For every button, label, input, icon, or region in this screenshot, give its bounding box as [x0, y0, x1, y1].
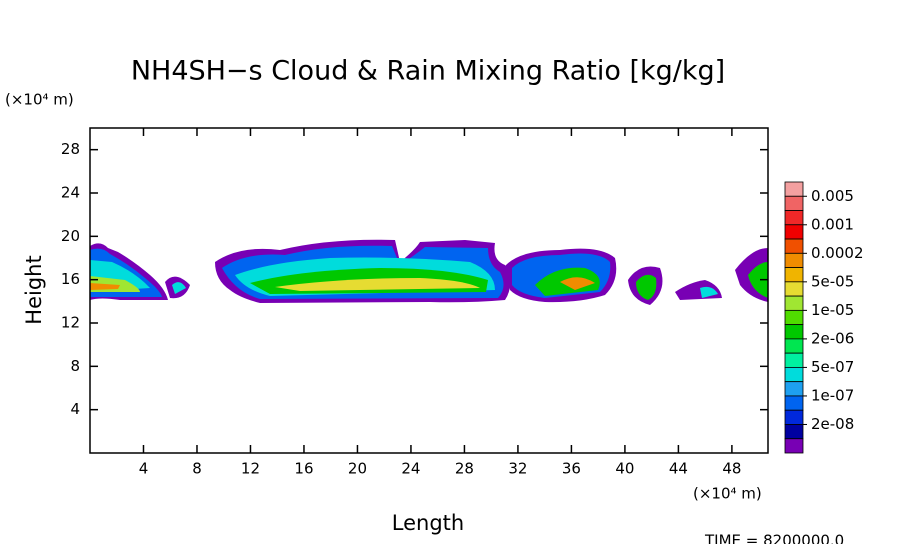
- x-tick-label: 24: [401, 460, 420, 478]
- colorbar-box: [784, 267, 804, 283]
- y-axis-label: Height: [22, 255, 46, 324]
- colorbar-box: [784, 224, 804, 240]
- colorbar-box: [784, 195, 804, 211]
- colorbar-box: [784, 281, 804, 297]
- plot-frame: [89, 127, 769, 454]
- colorbar-label: 5e-07: [811, 358, 854, 376]
- colorbar-box: [784, 309, 804, 326]
- x-tick-label: 20: [348, 460, 367, 478]
- colorbar-box: [784, 381, 804, 397]
- x-tick-label: 36: [562, 460, 581, 478]
- colorbar-box: [784, 324, 804, 340]
- x-tick-label: 16: [294, 460, 313, 478]
- colorbar-label: 0.001: [811, 215, 854, 233]
- colorbar-box: [784, 181, 804, 197]
- y-tick-label: 12: [61, 314, 80, 332]
- colorbar-label: 2e-08: [811, 415, 854, 433]
- y-tick-label: 20: [61, 227, 80, 245]
- y-tick-label: 24: [61, 184, 80, 202]
- x-tick-label: 44: [669, 460, 688, 478]
- colorbar-label: 0.0002: [811, 244, 864, 262]
- x-tick-label: 28: [455, 460, 474, 478]
- y-tick-label: 4: [70, 400, 80, 418]
- contour-field: [90, 239, 768, 305]
- colorbar-label: 1e-05: [811, 301, 854, 319]
- y-tick-label: 28: [61, 140, 80, 158]
- x-tick-label: 12: [241, 460, 260, 478]
- y-unit: (×10⁴ m): [5, 91, 74, 109]
- y-tick-label: 8: [70, 357, 80, 375]
- colorbar-label: 2e-06: [811, 329, 854, 347]
- x-tick-label: 32: [508, 460, 527, 478]
- colorbar-box: [784, 367, 804, 383]
- chart-title: NH4SH−s Cloud & Rain Mixing Ratio [kg/kg…: [131, 56, 725, 87]
- colorbar-label: 1e-07: [811, 386, 854, 404]
- x-unit: (×10⁴ m): [693, 485, 762, 503]
- colorbar-box: [784, 252, 804, 268]
- colorbar-box: [784, 210, 804, 226]
- x-tick-label: 8: [192, 460, 202, 478]
- colorbar-box: [784, 438, 804, 454]
- x-tick-label: 40: [615, 460, 634, 478]
- colorbar-box: [784, 338, 804, 354]
- colorbar-box: [784, 352, 804, 368]
- colorbar-label: 5e-05: [811, 272, 854, 290]
- colorbar-box: [784, 395, 804, 411]
- x-axis-label: Length: [392, 511, 464, 535]
- colorbar-box: [784, 238, 804, 254]
- y-tick-label: 16: [61, 270, 80, 288]
- x-tick-label: 4: [139, 460, 149, 478]
- x-tick-label: 48: [722, 460, 741, 478]
- colorbar-box: [784, 424, 804, 440]
- colorbar-box: [784, 409, 804, 425]
- colorbar-box: [784, 295, 804, 311]
- colorbar-label: 0.005: [811, 187, 854, 205]
- time-label: TIME = 8200000.0: [704, 532, 844, 544]
